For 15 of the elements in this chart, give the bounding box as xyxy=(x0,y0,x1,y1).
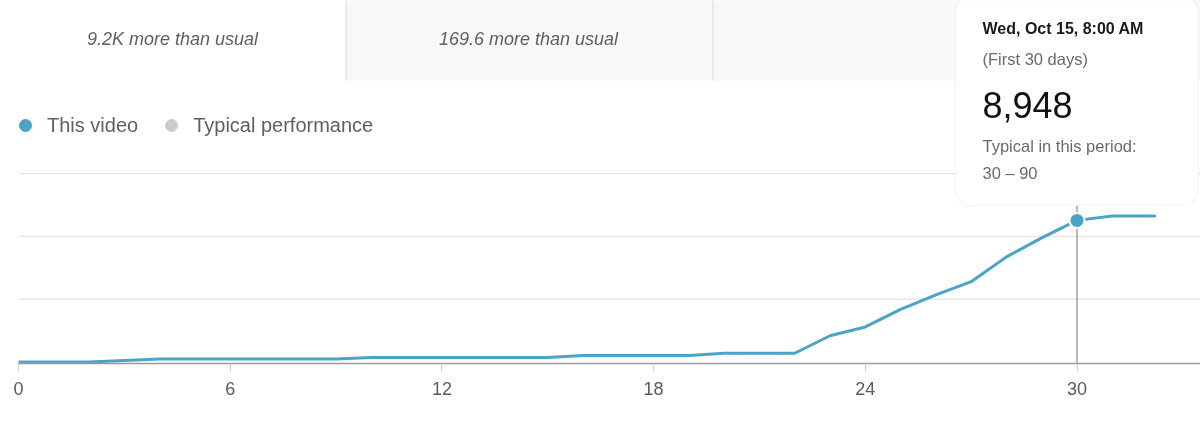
x-tick-label: 12 xyxy=(431,378,452,399)
legend-label: This video xyxy=(47,113,139,137)
x-tick-label: 0 xyxy=(13,378,24,399)
text: 9.2K more than usual xyxy=(86,28,260,49)
annotation: 8,948 xyxy=(982,84,1073,126)
text: (First 30 days) xyxy=(982,49,1088,68)
text: Wed, Oct 15, 8:00 AM xyxy=(982,20,1144,37)
x-tick-label: 6 xyxy=(225,378,236,399)
text: Typical in this period: xyxy=(982,136,1137,155)
x-tick-label: 18 xyxy=(643,378,664,399)
x-tick-label: 24 xyxy=(855,378,876,399)
legend-label: Typical performance xyxy=(193,113,374,137)
text: 30 – 90 xyxy=(982,163,1038,182)
x-tick-label: 30 xyxy=(1067,378,1088,399)
text: 169.6 more than usual xyxy=(438,28,620,49)
